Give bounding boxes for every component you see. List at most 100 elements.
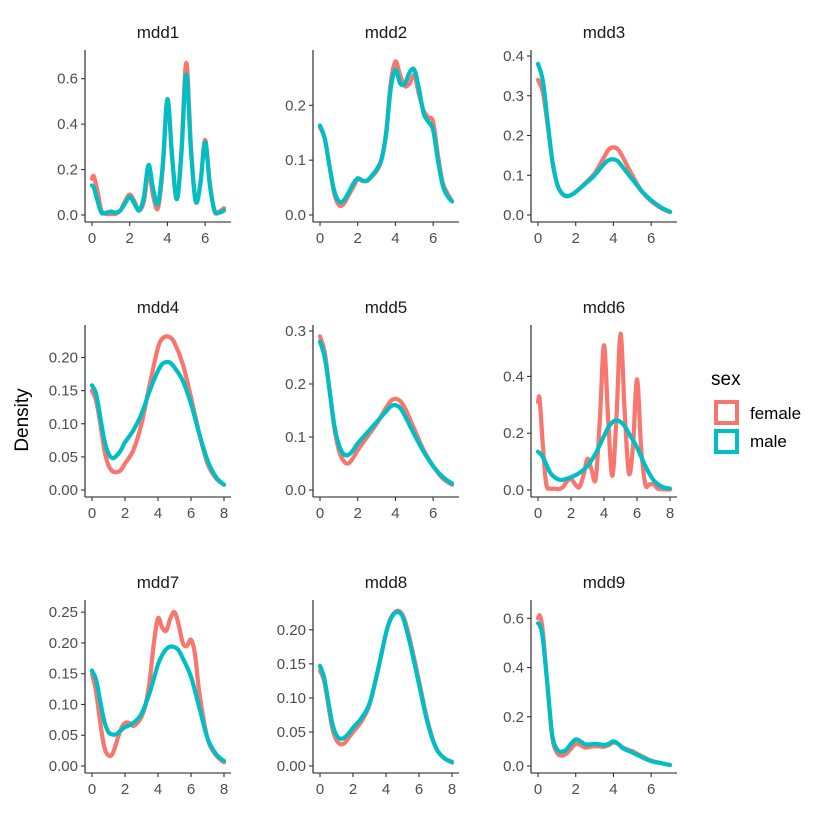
y-tick-label: 0.00	[49, 482, 78, 499]
y-tick-label: 0.0	[285, 207, 306, 224]
panel-mdd2: mdd2 0.0 0.1 0.2 0 2 4 6	[285, 23, 459, 247]
y-tick-label: 0.05	[277, 724, 306, 741]
x-tick-label: 2	[572, 230, 580, 247]
panel-mdd6: mdd6 0.0 0.2 0.4 0 2 4 6 8	[503, 298, 677, 522]
x-tick-label: 8	[448, 781, 456, 798]
y-tick-label: 0.2	[57, 162, 78, 179]
density-curve-female	[535, 331, 673, 492]
y-tick-label: 0.4	[503, 368, 524, 385]
y-tick-label: 0.05	[49, 449, 78, 466]
panel-title: mdd2	[365, 23, 408, 42]
y-tick-label: 0.25	[49, 604, 78, 621]
x-tick-label: 0	[534, 230, 542, 247]
density-curve-male	[89, 644, 227, 764]
legend-label-female: female	[750, 404, 801, 423]
panel-mdd1: mdd1 0.0 0.2 0.4 0.6 0 2 4 6	[57, 23, 231, 247]
x-tick-label: 4	[391, 505, 399, 522]
y-tick-label: 0.4	[503, 48, 524, 65]
y-tick-label: 0.0	[57, 207, 78, 224]
legend-label-male: male	[750, 432, 787, 451]
x-tick-label: 2	[349, 781, 357, 798]
y-tick-label: 0.10	[49, 696, 78, 713]
y-tick-label: 0.20	[277, 622, 306, 639]
x-tick-label: 6	[647, 230, 655, 247]
x-tick-label: 2	[121, 781, 129, 798]
x-tick-label: 0	[534, 505, 542, 522]
x-tick-label: 2	[126, 230, 134, 247]
y-tick-label: 0.00	[49, 758, 78, 775]
panel-mdd9: mdd9 0.0 0.2 0.4 0.6 0 2 4 6	[503, 573, 677, 798]
y-tick-label: 0.15	[49, 666, 78, 683]
y-tick-label: 0.3	[285, 323, 306, 340]
x-tick-label: 4	[609, 781, 617, 798]
x-tick-label: 4	[163, 230, 171, 247]
y-tick-label: 0.6	[57, 71, 78, 88]
legend-key-male	[714, 429, 739, 454]
y-tick-label: 0.10	[277, 690, 306, 707]
density-curve-male	[89, 359, 227, 487]
x-tick-label: 6	[429, 505, 437, 522]
legend: sex female male	[711, 369, 801, 454]
x-tick-label: 2	[354, 230, 362, 247]
y-tick-label: 0.0	[503, 207, 524, 224]
x-tick-label: 0	[316, 505, 324, 522]
x-tick-label: 2	[121, 505, 129, 522]
y-tick-label: 0.2	[285, 97, 306, 114]
panel-title: mdd7	[137, 573, 180, 592]
y-tick-label: 0.15	[277, 656, 306, 673]
y-tick-label: 0.10	[49, 416, 78, 433]
panel-title: mdd3	[583, 23, 626, 42]
x-tick-label: 8	[666, 505, 674, 522]
x-tick-label: 2	[354, 505, 362, 522]
panel-title: mdd1	[137, 23, 180, 42]
x-tick-label: 4	[382, 781, 390, 798]
x-tick-label: 6	[187, 781, 195, 798]
x-tick-label: 0	[88, 781, 96, 798]
density-curve-male	[535, 61, 673, 214]
x-tick-label: 0	[316, 781, 324, 798]
legend-item-female[interactable]: female	[714, 400, 801, 425]
y-tick-label: 0.00	[277, 758, 306, 775]
panel-mdd3: mdd3 0.0 0.1 0.2 0.3 0.4 0 2 4 6	[503, 23, 677, 247]
density-curve-female	[535, 77, 673, 215]
x-tick-label: 6	[201, 230, 209, 247]
x-tick-label: 6	[187, 505, 195, 522]
y-tick-label: 0.2	[285, 376, 306, 393]
density-curve-male	[535, 621, 673, 768]
density-curve-female	[535, 613, 673, 768]
y-tick-label: 0.1	[503, 167, 524, 184]
y-tick-label: 0.20	[49, 350, 78, 367]
y-tick-label: 0.4	[503, 660, 524, 677]
panel-title: mdd5	[365, 298, 408, 317]
panel-mdd4: mdd4 0.00 0.05 0.10 0.15 0.20 0 2 4 6 8	[49, 298, 231, 522]
legend-item-male[interactable]: male	[714, 429, 787, 454]
y-tick-label: 0.2	[503, 709, 524, 726]
y-tick-label: 0.0	[503, 758, 524, 775]
x-tick-label: 6	[633, 505, 641, 522]
panel-mdd7: mdd7 0.00 0.05 0.10 0.15 0.20 0.25 0 2 4 6 8	[49, 573, 231, 798]
y-tick-label: 0.0	[285, 482, 306, 499]
panel-mdd5: mdd5 0.0 0.1 0.2 0.3 0 2 4 6	[285, 298, 459, 522]
x-tick-label: 4	[154, 505, 162, 522]
density-curve-male	[317, 609, 455, 764]
y-axis-label: Density	[12, 388, 33, 452]
x-tick-label: 4	[154, 781, 162, 798]
x-tick-label: 0	[316, 230, 324, 247]
x-tick-label: 8	[220, 781, 228, 798]
y-tick-label: 0.1	[285, 429, 306, 446]
panel-mdd8: mdd8 0.00 0.05 0.10 0.15 0.20 0 2 4 6 8	[277, 573, 459, 798]
x-tick-label: 2	[572, 781, 580, 798]
density-curve-male	[89, 72, 227, 216]
y-tick-label: 0.0	[503, 482, 524, 499]
x-tick-label: 6	[429, 230, 437, 247]
density-curve-male	[317, 339, 455, 486]
legend-title: sex	[711, 369, 741, 390]
panel-title: mdd4	[137, 298, 180, 317]
panel-title: mdd9	[583, 573, 626, 592]
y-tick-label: 0.2	[503, 128, 524, 145]
density-curve-male	[535, 418, 673, 491]
density-curve-male	[317, 66, 455, 205]
x-tick-label: 6	[647, 781, 655, 798]
y-tick-label: 0.4	[57, 116, 78, 133]
